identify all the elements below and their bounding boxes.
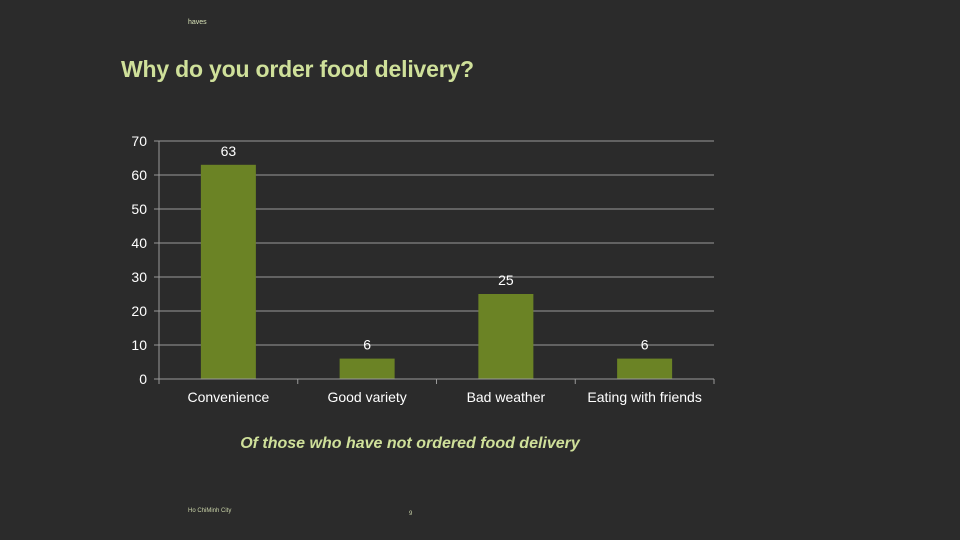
y-tick-label: 60 xyxy=(131,167,147,183)
x-tick-label: Eating with friends xyxy=(587,389,701,405)
data-label: 6 xyxy=(641,337,649,353)
y-tick-label: 10 xyxy=(131,337,147,353)
y-tick-label: 70 xyxy=(131,133,147,149)
x-tick-label: Good variety xyxy=(327,389,406,405)
y-tick-label: 0 xyxy=(139,371,147,387)
y-tick-label: 40 xyxy=(131,235,147,251)
footer-location: Ho ChiMinh City xyxy=(188,508,232,514)
x-tick-label: Bad weather xyxy=(467,389,546,405)
bar xyxy=(339,358,395,379)
data-label: 63 xyxy=(221,143,237,159)
y-tick-label: 20 xyxy=(131,303,147,319)
labels: 0 10 20 30 40 50 60 70 63 Convenience 6 Good variet… xyxy=(131,133,701,405)
x-tick-label: Convenience xyxy=(188,389,270,405)
brand-label: haves xyxy=(188,19,207,26)
bar xyxy=(200,164,256,379)
data-label: 6 xyxy=(363,337,371,353)
slide-title: Why do you order food delivery? xyxy=(121,56,474,82)
y-tick-label: 50 xyxy=(131,201,147,217)
bar xyxy=(617,358,673,379)
chart-subtitle: Of those who have not ordered food deliv… xyxy=(240,435,580,452)
axes xyxy=(154,140,715,384)
page-number: 9 xyxy=(409,511,413,517)
data-label: 25 xyxy=(498,272,514,288)
bar xyxy=(478,294,534,379)
y-tick-label: 30 xyxy=(131,269,147,285)
bars xyxy=(200,164,673,379)
